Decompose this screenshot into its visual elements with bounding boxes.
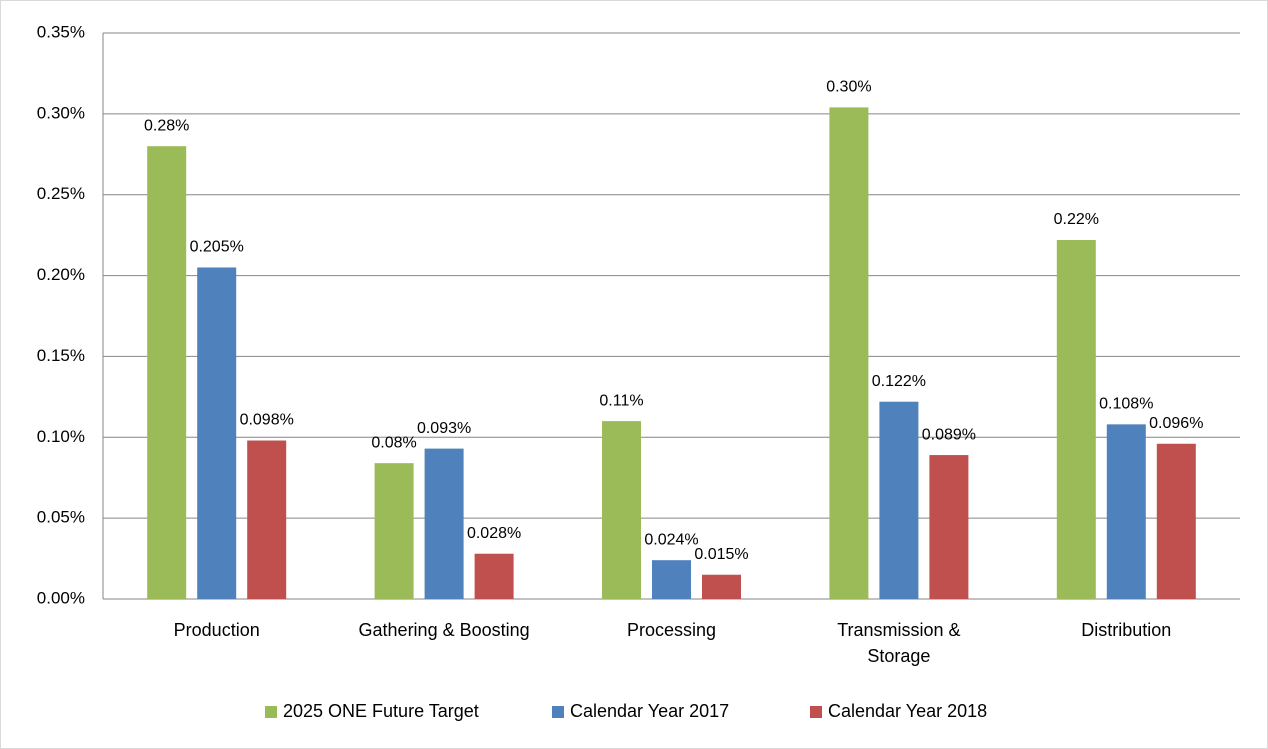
legend-swatch — [810, 706, 822, 718]
y-tick-label: 0.35% — [37, 22, 85, 41]
y-tick-label: 0.30% — [37, 103, 85, 122]
bar — [1106, 424, 1146, 599]
data-label: 0.22% — [1054, 211, 1099, 228]
legend-swatch — [265, 706, 277, 718]
bar — [247, 440, 287, 599]
data-label: 0.098% — [240, 412, 294, 429]
bar — [1056, 239, 1096, 599]
y-tick-label: 0.00% — [37, 588, 85, 607]
data-label: 0.122% — [872, 373, 926, 390]
data-label: 0.096% — [1149, 415, 1203, 432]
bar — [147, 146, 187, 599]
data-label: 0.08% — [371, 434, 416, 451]
bar — [424, 448, 464, 599]
bar — [197, 267, 237, 599]
y-tick-label: 0.20% — [37, 265, 85, 284]
data-label: 0.089% — [922, 426, 976, 443]
bar — [374, 463, 414, 599]
data-label: 0.30% — [826, 79, 871, 96]
legend-label: Calendar Year 2018 — [828, 701, 987, 721]
legend-label: 2025 ONE Future Target — [283, 701, 479, 721]
bar — [702, 574, 741, 599]
y-tick-label: 0.10% — [37, 427, 85, 446]
data-label: 0.205% — [190, 239, 244, 256]
x-tick-label: Transmission & Storage — [837, 620, 961, 666]
bar — [602, 421, 641, 599]
legend-label: Calendar Year 2017 — [570, 701, 729, 721]
bar — [829, 107, 869, 599]
bar — [474, 553, 514, 599]
bar — [1156, 443, 1196, 599]
data-label: 0.024% — [644, 531, 698, 548]
x-tick-label: Distribution — [1081, 620, 1172, 640]
y-tick-label: 0.15% — [37, 346, 85, 365]
y-tick-label: 0.25% — [37, 184, 85, 203]
x-tick-label: Gathering & Boosting — [358, 620, 530, 640]
x-tick-label: Production — [173, 620, 260, 640]
data-label: 0.015% — [694, 546, 748, 563]
bar — [929, 455, 969, 599]
data-label: 0.108% — [1099, 396, 1153, 413]
y-tick-label: 0.05% — [37, 508, 85, 527]
bar — [652, 560, 691, 599]
data-label: 0.093% — [417, 420, 471, 437]
data-label: 0.28% — [144, 117, 189, 134]
legend-swatch — [552, 706, 564, 718]
data-label: 0.11% — [599, 392, 643, 409]
x-tick-label: Processing — [626, 620, 717, 640]
bar — [879, 401, 919, 599]
data-label: 0.028% — [467, 525, 521, 542]
